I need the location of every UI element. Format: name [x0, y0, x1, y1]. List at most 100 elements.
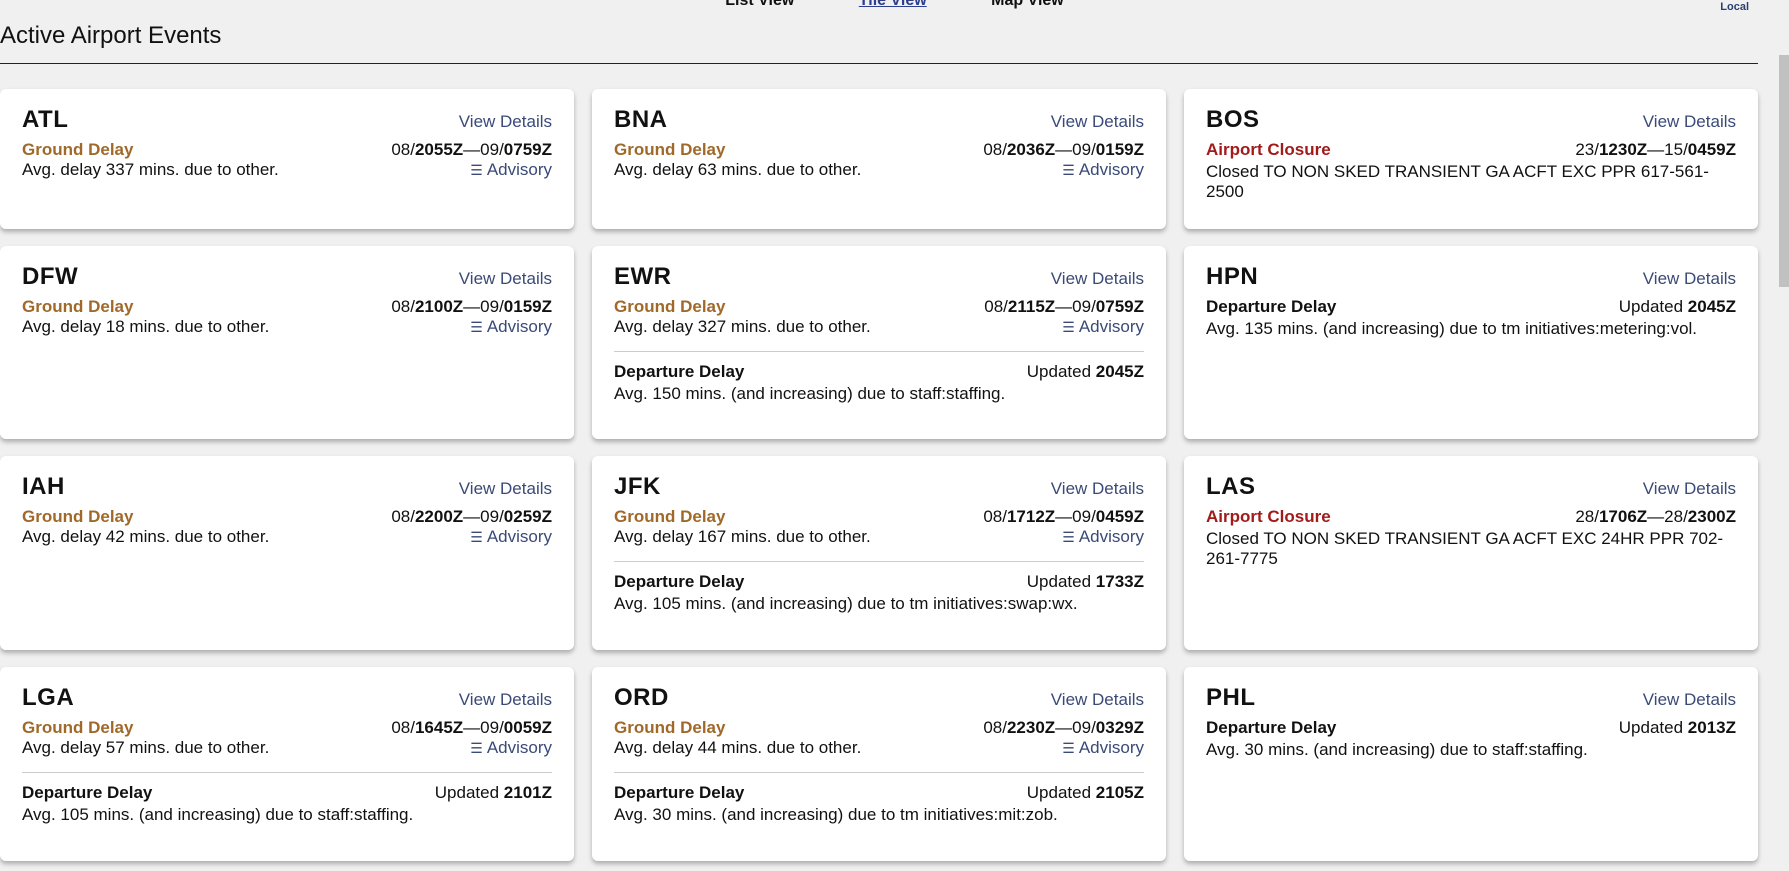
event-description: Avg. delay 167 mins. due to other.	[614, 527, 871, 546]
updated-time: 2105Z	[1095, 783, 1144, 802]
event-type: Ground Delay	[614, 140, 726, 159]
event-description: Avg. 30 mins. (and increasing) due to tm…	[614, 805, 1058, 824]
event-header: Ground Delay 08/1645Z—09/0059Z	[22, 718, 552, 738]
view-details-link[interactable]: View Details	[1050, 269, 1144, 288]
card-header: JFK View Details	[614, 473, 1144, 501]
map-view-tab[interactable]: Map View	[991, 0, 1064, 9]
advisory-label: Advisory	[486, 738, 552, 757]
event-type: Ground Delay	[22, 140, 134, 159]
timezone-toggle[interactable]: Local	[1720, 1, 1749, 13]
advisory-label: Advisory	[486, 317, 552, 336]
view-details-link[interactable]: View Details	[1642, 479, 1736, 498]
advisory-link[interactable]: ☰ Advisory	[470, 317, 552, 337]
end-time: 0759Z	[503, 140, 552, 159]
start-day: 08/	[391, 718, 415, 737]
advisory-link[interactable]: ☰ Advisory	[470, 160, 552, 180]
advisory-label: Advisory	[1078, 317, 1144, 336]
event-detail-row: Avg. delay 18 mins. due to other. ☰ Adviso…	[22, 317, 552, 337]
event-divider	[614, 772, 1144, 773]
tile-view-tab[interactable]: Tile View	[858, 0, 927, 9]
list-view-tab[interactable]: List View	[725, 0, 795, 9]
list-icon: ☰	[1062, 162, 1075, 178]
event-description: Avg. 150 mins. (and increasing) due to s…	[614, 384, 1006, 403]
list-icon: ☰	[470, 162, 483, 178]
event-detail-row: Avg. delay 327 mins. due to other. ☰ Advis…	[614, 317, 1144, 337]
start-time: 1706Z	[1598, 507, 1648, 526]
event-detail-row: Avg. delay 42 mins. due to other. ☰ Adviso…	[22, 527, 552, 547]
event-header: Airport Closure 23/1230Z—15/0459Z	[1206, 140, 1736, 160]
event-type: Ground Delay	[614, 297, 726, 316]
start-time: 1230Z	[1598, 140, 1648, 159]
advisory-label: Advisory	[1078, 738, 1144, 757]
advisory-link[interactable]: ☰ Advisory	[1062, 527, 1144, 547]
start-day: 08/	[984, 297, 1008, 316]
event-time: Updated 1733Z	[1027, 572, 1144, 592]
card-header: ATL View Details	[22, 106, 552, 134]
list-icon: ☰	[470, 529, 483, 545]
scrollbar-thumb[interactable]	[1779, 55, 1789, 287]
event-detail-row: Avg. delay 57 mins. due to other. ☰ Adviso…	[22, 738, 552, 758]
event-detail-row: Avg. delay 337 mins. due to other. ☰ Advis…	[22, 160, 552, 180]
airport-code: JFK	[614, 473, 661, 500]
view-details-link[interactable]: View Details	[1050, 479, 1144, 498]
start-time: 1645Z	[414, 718, 464, 737]
advisory-link[interactable]: ☰ Advisory	[1062, 738, 1144, 758]
end-day: 09/	[1072, 507, 1096, 526]
event-time: Updated 2101Z	[435, 783, 552, 803]
event-time: 08/2230Z—09/0329Z	[983, 718, 1144, 737]
card-header: BNA View Details	[614, 106, 1144, 134]
event-description: Avg. delay 42 mins. due to other.	[22, 527, 270, 546]
end-day: 09/	[1072, 718, 1096, 737]
start-time: 1712Z	[1006, 507, 1056, 526]
end-time: 0159Z	[1095, 140, 1144, 159]
start-day: 08/	[391, 507, 415, 526]
event-header: Departure Delay Updated 2101Z	[22, 783, 552, 803]
advisory-link[interactable]: ☰ Advisory	[1062, 160, 1144, 180]
event-description: Avg. 30 mins. (and increasing) due to st…	[1206, 740, 1588, 759]
event-time: 08/2036Z—09/0159Z	[983, 140, 1144, 159]
airport-code: ATL	[22, 106, 69, 133]
event-type: Airport Closure	[1206, 140, 1331, 159]
view-details-link[interactable]: View Details	[1050, 690, 1144, 709]
advisory-link[interactable]: ☰ Advisory	[1062, 317, 1144, 337]
view-details-link[interactable]: View Details	[458, 690, 552, 709]
airport-card: BNA View Details Ground Delay 08/2036Z—09/0…	[592, 89, 1166, 229]
event-type: Departure Delay	[1206, 297, 1337, 316]
event-header: Ground Delay 08/2200Z—09/0259Z	[22, 507, 552, 527]
updated-label: Updated	[434, 783, 500, 802]
event-description: Avg. 105 mins. (and increasing) due to t…	[614, 594, 1078, 613]
view-details-link[interactable]: View Details	[1642, 112, 1736, 131]
event-header: Departure Delay Updated 2013Z	[1206, 718, 1736, 738]
advisory-link[interactable]: ☰ Advisory	[470, 527, 552, 547]
list-icon: ☰	[1062, 319, 1075, 335]
view-details-link[interactable]: View Details	[1642, 690, 1736, 709]
view-details-link[interactable]: View Details	[1050, 112, 1144, 131]
event-header: Ground Delay 08/2100Z—09/0159Z	[22, 297, 552, 317]
event-type: Departure Delay	[614, 362, 745, 381]
start-day: 28/	[1575, 507, 1599, 526]
advisory-label: Advisory	[1078, 527, 1144, 546]
view-details-link[interactable]: View Details	[458, 269, 552, 288]
event-description: Avg. 135 mins. (and increasing) due to t…	[1206, 319, 1698, 338]
airport-card: JFK View Details Ground Delay 08/1712Z—09/0…	[592, 456, 1166, 650]
advisory-link[interactable]: ☰ Advisory	[470, 738, 552, 758]
airport-card: DFW View Details Ground Delay 08/2100Z—09/0…	[0, 246, 574, 439]
event-type: Departure Delay	[22, 783, 153, 802]
event-description: Avg. delay 57 mins. due to other.	[22, 738, 270, 757]
view-details-link[interactable]: View Details	[458, 112, 552, 131]
airport-code: EWR	[614, 263, 672, 290]
updated-label: Updated	[1026, 783, 1092, 802]
event-description: Avg. delay 337 mins. due to other.	[22, 160, 279, 179]
list-icon: ☰	[1062, 740, 1075, 756]
event-time: 28/1706Z—28/2300Z	[1575, 507, 1736, 526]
list-icon: ☰	[470, 319, 483, 335]
card-header: BOS View Details	[1206, 106, 1736, 134]
view-details-link[interactable]: View Details	[1642, 269, 1736, 288]
event-type: Departure Delay	[614, 783, 745, 802]
airport-card: BOS View Details Airport Closure 23/1230Z—1…	[1184, 89, 1758, 229]
event-time: Updated 2105Z	[1027, 783, 1144, 803]
start-time: 2230Z	[1006, 718, 1056, 737]
event-detail-row: Avg. delay 63 mins. due to other. ☰ Adviso…	[614, 160, 1144, 180]
updated-label: Updated	[1026, 362, 1092, 381]
view-details-link[interactable]: View Details	[458, 479, 552, 498]
